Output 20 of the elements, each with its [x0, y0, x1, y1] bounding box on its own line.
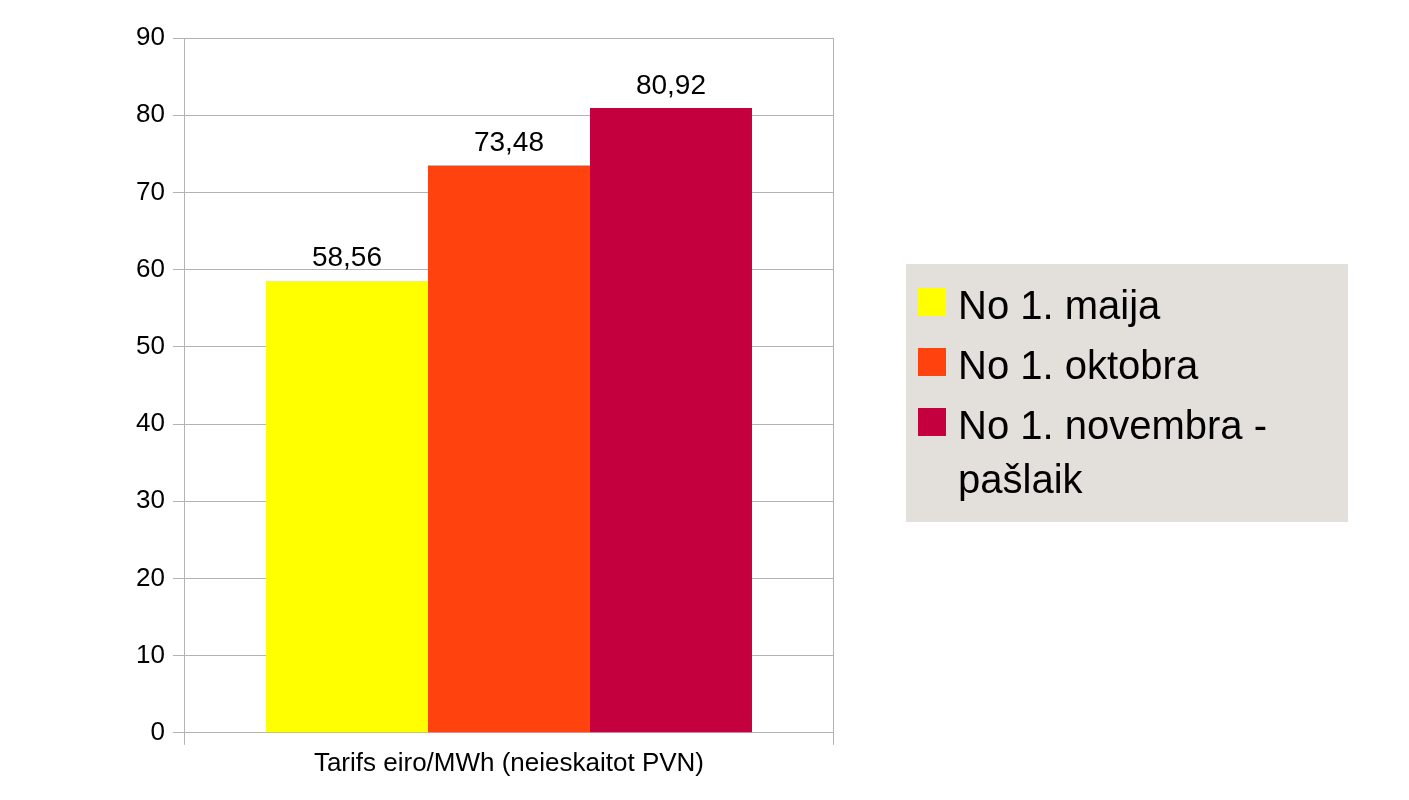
legend-label: No 1. novembra - pašlaik — [958, 402, 1269, 503]
bar — [427, 165, 590, 733]
y-tick-label: 90 — [136, 21, 165, 52]
bar — [265, 280, 428, 733]
y-tick-label: 80 — [136, 98, 165, 129]
data-label: 80,92 — [635, 68, 707, 100]
y-tick-label: 30 — [136, 484, 165, 515]
legend-label: No 1. maija — [958, 282, 1161, 329]
y-tick-label: 70 — [136, 175, 165, 206]
bar — [589, 108, 752, 733]
y-tick-label: 0 — [150, 715, 165, 746]
y-tick-label: 50 — [136, 329, 165, 360]
x-tick-label: Tarifs eiro/MWh (neieskaitot PVN) — [313, 746, 705, 777]
y-tick-label: 40 — [136, 407, 165, 438]
legend-label: No 1. oktobra — [958, 342, 1199, 389]
data-label: 73,48 — [473, 126, 544, 158]
data-label: 58,56 — [311, 241, 382, 273]
y-tick-label: 20 — [136, 561, 165, 592]
y-tick-label: 60 — [136, 252, 165, 283]
y-tick-label: 10 — [136, 638, 165, 669]
